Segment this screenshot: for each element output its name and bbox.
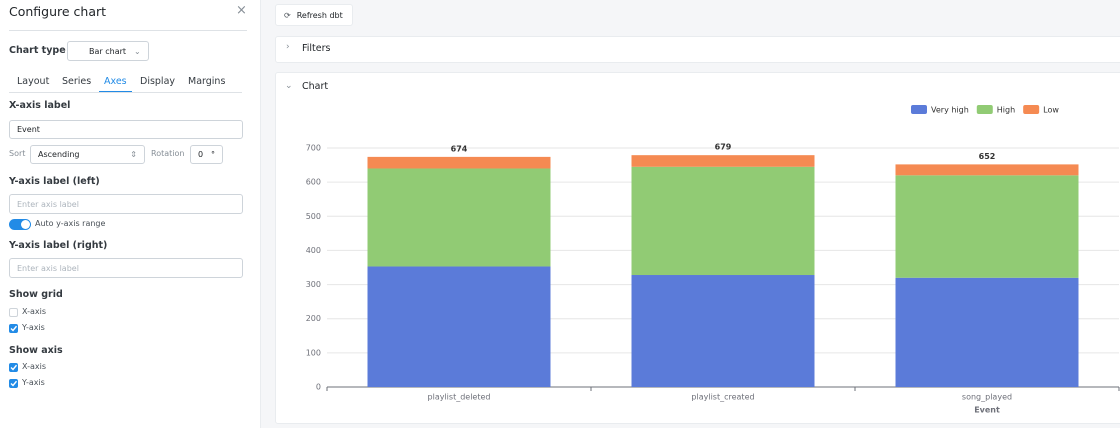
legend-swatch <box>976 105 993 114</box>
total-label: 652 <box>979 152 996 161</box>
checkbox-label: X-axis <box>22 362 46 371</box>
bar-segment <box>631 155 815 167</box>
legend-label: High <box>997 106 1015 115</box>
checkbox[interactable] <box>9 363 18 372</box>
config-panel: Configure chart × Chart type Bar chart ⌄ … <box>0 0 261 428</box>
show-axis-heading: Show axis <box>9 345 63 356</box>
y-left-placeholder: Enter axis label <box>17 199 79 209</box>
x-tick-label: playlist_deleted <box>428 393 491 402</box>
checkbox-label: Y-axis <box>22 323 45 332</box>
refresh-button[interactable]: ⟳ Refresh dbt <box>275 4 353 26</box>
tab[interactable]: Margins <box>188 76 226 87</box>
y-right-input[interactable]: Enter axis label <box>9 258 243 278</box>
bar-segment <box>631 275 815 387</box>
chart-section-title: Chart <box>302 81 329 92</box>
refresh-label: Refresh dbt <box>296 10 343 20</box>
y-right-placeholder: Enter axis label <box>17 263 79 273</box>
y-tick-label: 300 <box>306 280 321 289</box>
legend-label: Low <box>1043 106 1059 115</box>
bar-segment <box>367 156 551 169</box>
checkbox[interactable] <box>9 324 18 333</box>
y-tick-label: 600 <box>306 178 321 187</box>
y-tick-label: 100 <box>306 348 321 357</box>
sort-label: Sort <box>9 149 26 158</box>
filters-card[interactable]: › Filters <box>275 36 1120 63</box>
close-button[interactable]: × <box>236 3 247 18</box>
tab[interactable]: Layout <box>17 76 50 87</box>
x-tick-label: playlist_created <box>691 393 754 402</box>
tabs-border <box>9 92 242 93</box>
x-axis-heading: X-axis label <box>9 100 71 111</box>
chart-type-value: Bar chart <box>89 46 127 56</box>
rotation-unit: ° <box>211 150 215 159</box>
chart-type-select[interactable]: Bar chart ⌄ <box>67 41 149 61</box>
bar-segment <box>631 166 815 276</box>
auto-range-toggle[interactable] <box>9 219 31 230</box>
bar-segment <box>895 175 1079 278</box>
bar-segment <box>367 266 551 387</box>
x-axis-value: Event <box>17 125 40 134</box>
y-right-heading: Y-axis label (right) <box>9 240 108 251</box>
filters-title: Filters <box>302 43 331 54</box>
legend-swatch <box>1023 105 1040 114</box>
y-tick-label: 200 <box>306 314 321 323</box>
divider <box>9 30 247 31</box>
y-tick-label: 400 <box>306 246 321 255</box>
y-left-heading: Y-axis label (left) <box>9 176 100 187</box>
panel-title: Configure chart <box>9 4 107 19</box>
chart-type-label: Chart type <box>9 45 66 56</box>
checkbox[interactable] <box>9 308 18 317</box>
bar-segment <box>895 164 1079 176</box>
tab[interactable]: Display <box>140 76 176 87</box>
y-left-input[interactable]: Enter axis label <box>9 194 243 214</box>
rotation-label: Rotation <box>151 149 185 158</box>
rotation-value: 0 <box>198 150 204 159</box>
y-tick-label: 500 <box>306 212 321 221</box>
checkbox[interactable] <box>9 379 18 388</box>
y-tick-label: 700 <box>306 144 321 153</box>
total-label: 679 <box>715 143 732 152</box>
bar-segment <box>367 168 551 267</box>
auto-range-label: Auto y-axis range <box>35 219 106 228</box>
x-axis-input[interactable]: Event <box>9 120 243 139</box>
rotation-input[interactable]: 0 ° <box>190 145 223 164</box>
y-tick-label: 0 <box>316 383 321 392</box>
sort-select[interactable]: Ascending ⇕ <box>30 145 145 164</box>
x-tick-label: song_played <box>962 393 1012 402</box>
legend-label: Very high <box>931 106 969 115</box>
legend-swatch <box>911 105 927 114</box>
x-axis-title: Event <box>974 406 1000 415</box>
show-grid-heading: Show grid <box>9 289 63 300</box>
tab[interactable]: Series <box>62 76 92 87</box>
checkbox-label: X-axis <box>22 307 46 316</box>
total-label: 674 <box>451 144 468 153</box>
checkbox-label: Y-axis <box>22 378 45 387</box>
tab[interactable]: Axes <box>104 76 127 87</box>
bar-segment <box>895 277 1079 387</box>
sort-value: Ascending <box>38 150 80 159</box>
